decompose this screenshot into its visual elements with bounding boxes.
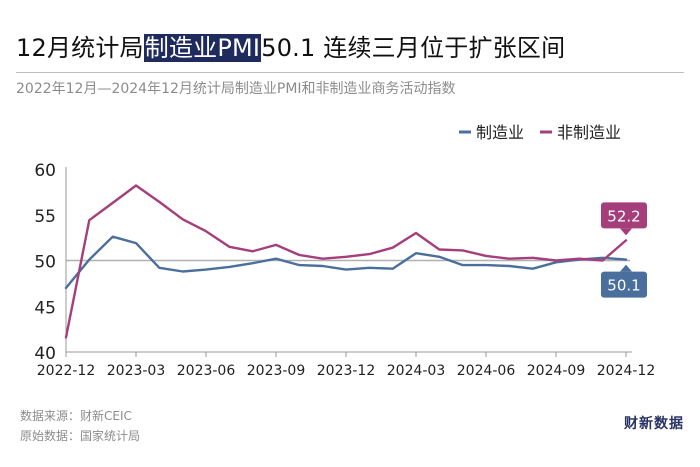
original-source: 原始数据：国家统计局 (20, 429, 141, 443)
end-value-label: 50.1 (607, 277, 640, 295)
data-source: 数据来源：财新CEIC (20, 409, 132, 423)
y-tick-label: 55 (34, 207, 56, 227)
x-tick-label: 2022-12 (37, 363, 96, 379)
brand-logo: 财新数据 (624, 416, 684, 432)
x-tick-label: 2023-03 (107, 363, 166, 379)
y-tick-label: 40 (34, 344, 56, 364)
title-prefix: 12月统计局 (16, 34, 144, 62)
title-suffix: 50.1 连续三月位于扩张区间 (261, 34, 566, 62)
x-tick-label: 2023-09 (247, 363, 306, 379)
x-tick-label: 2024-06 (457, 363, 516, 379)
end-value-pointer (620, 228, 632, 236)
y-tick-label: 45 (34, 298, 56, 318)
chart-subtitle: 2022年12月—2024年12月统计局制造业PMI和非制造业商务活动指数 (16, 81, 456, 97)
title-divider (16, 72, 684, 73)
y-tick-label: 60 (34, 161, 56, 181)
chart-title: 12月统计局制造业PMI50.1 连续三月位于扩张区间 (16, 30, 565, 66)
x-tick-label: 2023-06 (177, 363, 236, 379)
x-tick-label: 2023-12 (317, 363, 376, 379)
y-tick-label: 50 (34, 253, 56, 273)
series-line-non-manufacturing (64, 184, 628, 339)
x-tick-label: 2024-09 (527, 363, 586, 379)
legend-label: 制造业 (476, 123, 524, 142)
series-line-manufacturing (64, 235, 628, 290)
title-highlight: 制造业PMI (143, 34, 262, 62)
x-tick-label: 2024-12 (597, 363, 656, 379)
pmi-line-chart: 40 45 50 55 60 2022-12 2023-03 2023-06 2023-09 20… (34, 123, 656, 379)
end-value-label: 52.2 (607, 207, 640, 225)
end-value-badge (601, 202, 647, 229)
end-value-badge (601, 271, 647, 298)
end-value-pointer (620, 264, 632, 272)
legend-label: 非制造业 (557, 123, 621, 142)
x-tick-label: 2024-03 (387, 363, 446, 379)
